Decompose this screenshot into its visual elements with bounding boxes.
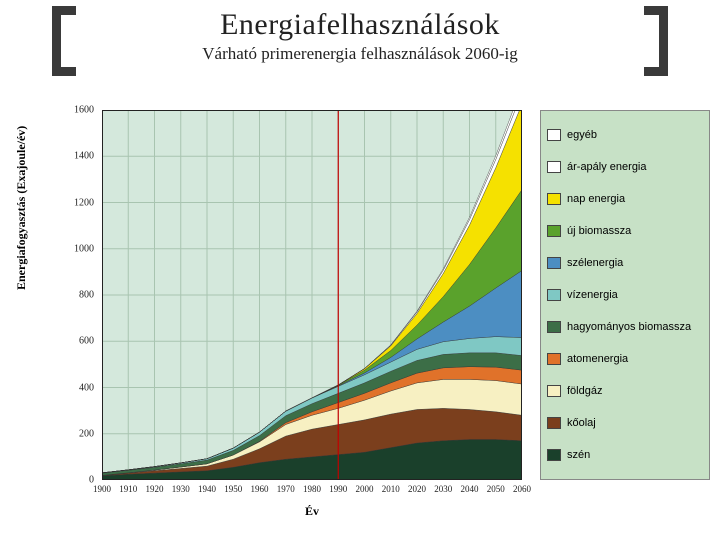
- y-tick-label: 1000: [74, 243, 94, 254]
- y-tick-label: 1400: [74, 151, 94, 162]
- legend-item-nap: nap energia: [547, 193, 703, 205]
- x-tick-label: 2050: [487, 484, 505, 494]
- legend-item-arapaly: ár-apály energia: [547, 161, 703, 173]
- legend-label: szélenergia: [567, 257, 623, 269]
- x-tick-label: 2030: [434, 484, 452, 494]
- x-axis-label: Év: [102, 504, 522, 519]
- legend-item-szen: szén: [547, 449, 703, 461]
- x-tick-label: 1930: [172, 484, 190, 494]
- stacked-area-svg: [102, 110, 522, 480]
- legend-label: szén: [567, 449, 590, 461]
- legend-item-szel: szélenergia: [547, 257, 703, 269]
- legend: egyéb ár-apály energia nap energia új bioma…: [540, 110, 710, 480]
- x-tick-label: 1940: [198, 484, 216, 494]
- x-tick-label: 1900: [93, 484, 111, 494]
- legend-label: atomenergia: [567, 353, 628, 365]
- legend-swatch: [547, 353, 561, 365]
- bracket-left: [52, 6, 70, 76]
- legend-item-hagybio: hagyományos biomassza: [547, 321, 703, 333]
- legend-swatch: [547, 289, 561, 301]
- legend-swatch: [547, 193, 561, 205]
- page-subtitle: Várható primerenergia felhasználások 206…: [60, 44, 660, 64]
- x-tick-label: 1980: [303, 484, 321, 494]
- legend-label: vízenergia: [567, 289, 618, 301]
- chart-zone: Energiafogyasztás (Exajoule/év) 02004006…: [18, 110, 702, 530]
- legend-item-foldgaz: földgáz: [547, 385, 703, 397]
- y-tick-label: 600: [79, 336, 94, 347]
- y-tick-label: 1600: [74, 105, 94, 116]
- title-block: Energiafelhasználások Várható primerener…: [60, 6, 660, 84]
- legend-item-ujbio: új biomassza: [547, 225, 703, 237]
- y-tick-label: 1200: [74, 197, 94, 208]
- legend-label: ár-apály energia: [567, 161, 647, 173]
- x-tick-label: 1970: [277, 484, 295, 494]
- x-tick-label: 2020: [408, 484, 426, 494]
- legend-swatch: [547, 417, 561, 429]
- legend-swatch: [547, 449, 561, 461]
- x-tick-label: 2010: [382, 484, 400, 494]
- x-tick-label: 2040: [461, 484, 479, 494]
- page-title: Energiafelhasználások: [60, 8, 660, 42]
- legend-swatch: [547, 321, 561, 333]
- legend-swatch: [547, 161, 561, 173]
- legend-item-koolaj: kőolaj: [547, 417, 703, 429]
- legend-swatch: [547, 225, 561, 237]
- bracket-right: [650, 6, 668, 76]
- x-tick-label: 1950: [224, 484, 242, 494]
- legend-label: egyéb: [567, 129, 597, 141]
- legend-item-viz: vízenergia: [547, 289, 703, 301]
- legend-swatch: [547, 385, 561, 397]
- x-tick-label: 2000: [356, 484, 374, 494]
- x-tick-label: 1960: [251, 484, 269, 494]
- x-tick-label: 2060: [513, 484, 531, 494]
- x-ticks: 1900191019201930194019501960197019801990…: [102, 484, 522, 500]
- legend-label: földgáz: [567, 385, 602, 397]
- legend-label: nap energia: [567, 193, 625, 205]
- y-tick-label: 400: [79, 382, 94, 393]
- x-tick-label: 1920: [146, 484, 164, 494]
- legend-item-atom: atomenergia: [547, 353, 703, 365]
- legend-label: hagyományos biomassza: [567, 321, 691, 333]
- y-tick-label: 800: [79, 290, 94, 301]
- plot-area: [102, 110, 522, 480]
- legend-swatch: [547, 129, 561, 141]
- legend-swatch: [547, 257, 561, 269]
- x-tick-label: 1990: [329, 484, 347, 494]
- legend-label: új biomassza: [567, 225, 631, 237]
- legend-label: kőolaj: [567, 417, 596, 429]
- x-tick-label: 1910: [119, 484, 137, 494]
- y-ticks: 02004006008001000120014001600: [52, 110, 98, 480]
- y-tick-label: 200: [79, 428, 94, 439]
- legend-item-egyeb: egyéb: [547, 129, 703, 141]
